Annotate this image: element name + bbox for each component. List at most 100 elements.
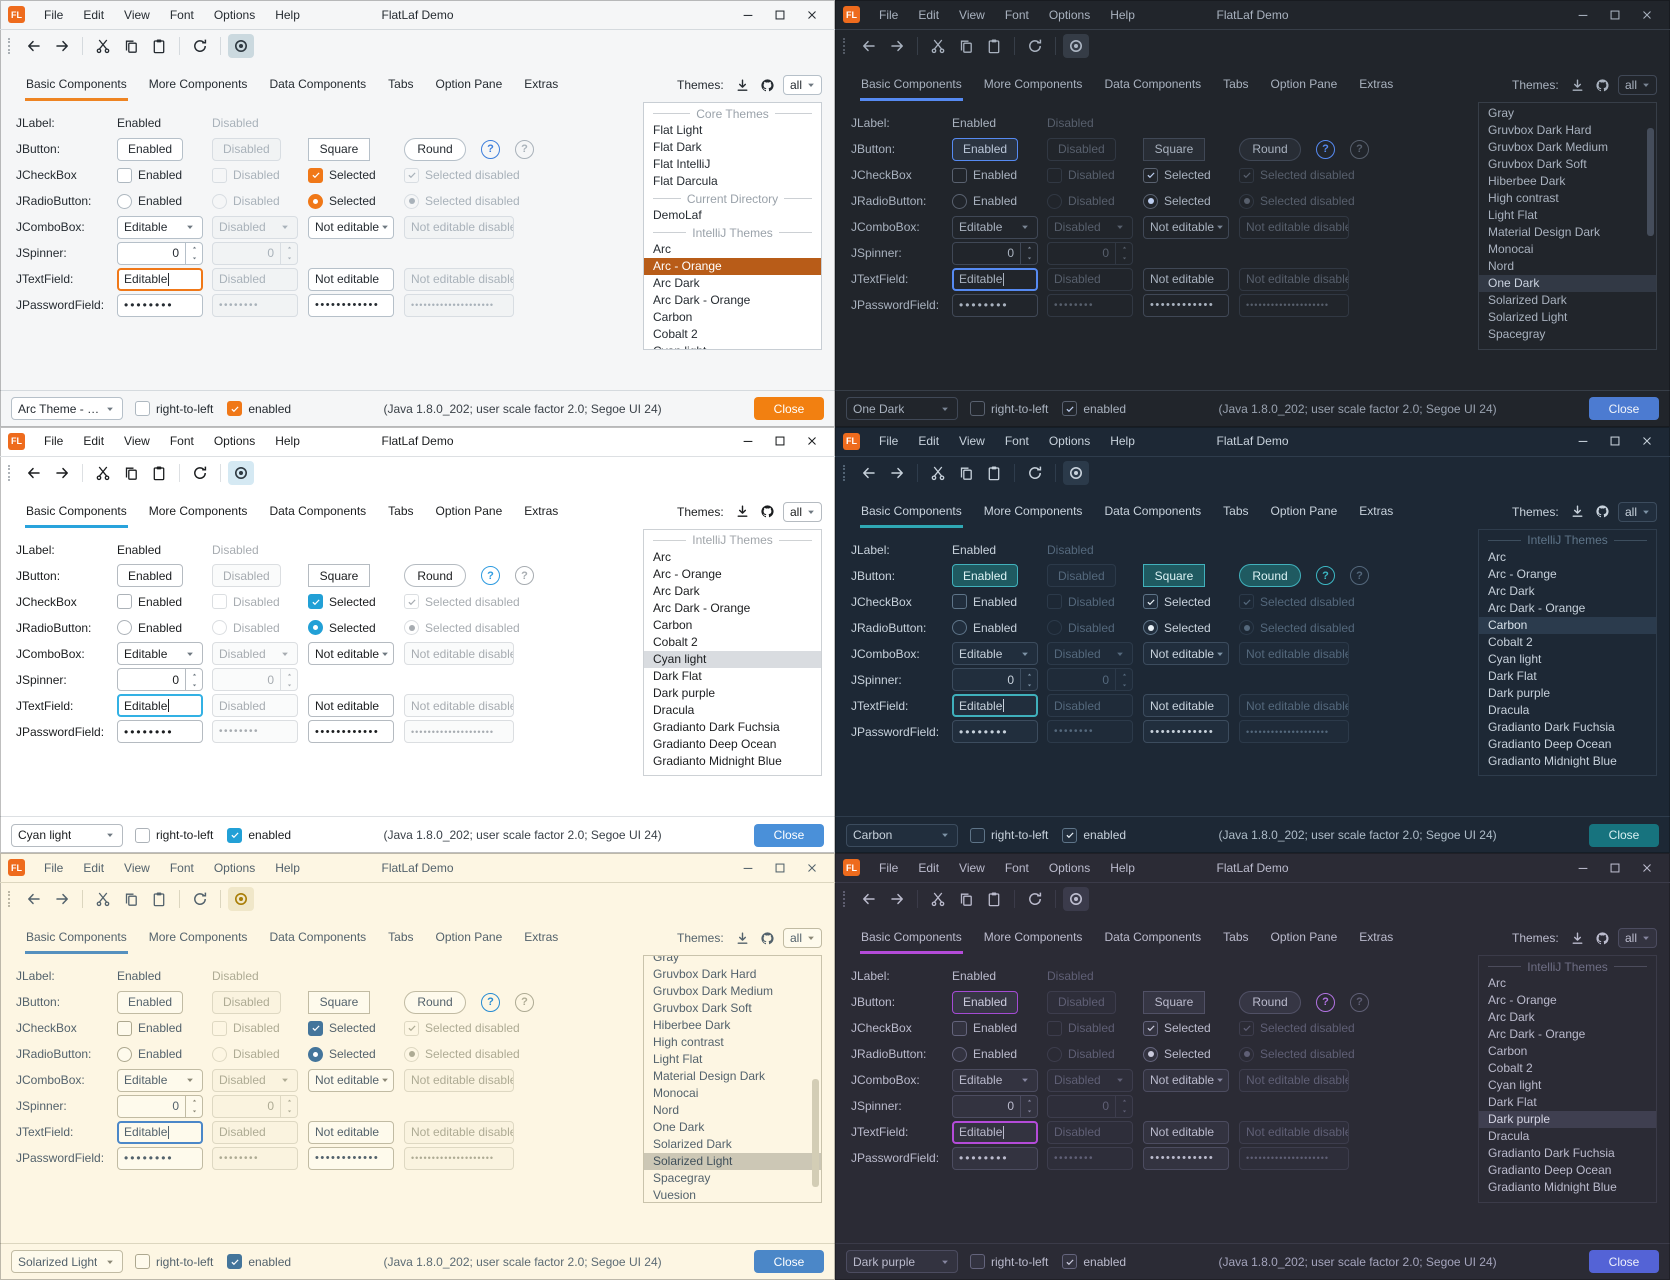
help-button[interactable]: ? xyxy=(1316,566,1335,586)
theme-list-item-cyan-light[interactable]: Cyan light xyxy=(644,650,821,668)
menu-font[interactable]: Font xyxy=(1004,7,1029,22)
jbutton-disabled-button[interactable]: Disabled xyxy=(212,990,281,1014)
menu-edit[interactable]: Edit xyxy=(83,7,105,22)
jspinner-0-spinner[interactable]: 0 xyxy=(1047,1094,1133,1118)
jradiobutton-disabled-radio[interactable]: Disabled xyxy=(1047,620,1115,636)
jcombobox-editable-combo[interactable]: Editable xyxy=(117,642,203,666)
jpasswordfield-field-2[interactable]: •••••••• xyxy=(1047,720,1133,744)
toolbar-refresh-button[interactable] xyxy=(1022,34,1048,58)
toolbar-copy-button[interactable] xyxy=(953,34,979,58)
jbutton-enabled-button[interactable]: Enabled xyxy=(952,990,1019,1014)
menu-help[interactable]: Help xyxy=(1110,7,1135,22)
jtextfield-not-editable-disabled-text[interactable]: Not editable disabled xyxy=(404,694,514,718)
jradiobutton-selected-disabled-radio[interactable]: Selected disabled xyxy=(1239,193,1355,209)
theme-list-item-cyan-light[interactable]: Cyan light xyxy=(1488,651,1542,666)
theme-list-item-gradianto-midnight-blue[interactable]: Gradianto Midnight Blue xyxy=(653,753,782,768)
tab-option-pane[interactable]: Option Pane xyxy=(435,503,503,518)
jcombobox-not-editable-disabled-combo[interactable]: Not editable disabled xyxy=(404,642,514,666)
theme-list-item-dark-flat[interactable]: Dark Flat xyxy=(653,668,702,683)
jcheckbox-disabled-checkbox[interactable]: Disabled xyxy=(1047,167,1115,183)
toolbar-paste-button[interactable] xyxy=(981,34,1007,58)
theme-list-item-light-flat[interactable]: Light Flat xyxy=(653,1052,703,1067)
jtextfield-not-editable-text[interactable]: Not editable xyxy=(1143,267,1229,291)
toolbar-refresh-button[interactable] xyxy=(187,34,213,58)
theme-list-item-gruvbox-dark-hard[interactable]: Gruvbox Dark Hard xyxy=(653,967,757,982)
jpasswordfield-field-4[interactable]: •••••••••••••••••••• xyxy=(1239,1146,1349,1170)
jradiobutton-selected-radio[interactable]: Selected xyxy=(308,1046,376,1062)
menu-edit[interactable]: Edit xyxy=(83,434,105,449)
theme-combo[interactable]: Carbon xyxy=(846,823,958,847)
spinner-buttons[interactable] xyxy=(280,1095,297,1117)
theme-list-item-gradianto-midnight-blue[interactable]: Gradianto Midnight Blue xyxy=(1488,1180,1617,1195)
tab-more-components[interactable]: More Components xyxy=(148,930,248,945)
toolbar-forward-button[interactable] xyxy=(884,34,910,58)
menu-font[interactable]: Font xyxy=(1004,434,1029,449)
jbutton-disabled-button[interactable]: Disabled xyxy=(1047,564,1116,588)
jradiobutton-enabled-radio[interactable]: Enabled xyxy=(952,193,1017,209)
maximize-button[interactable] xyxy=(765,857,795,879)
close-button[interactable]: Close xyxy=(754,1250,824,1274)
menu-options[interactable]: Options xyxy=(213,434,256,449)
tab-data-components[interactable]: Data Components xyxy=(1104,503,1202,518)
jcombobox-not-editable-combo[interactable]: Not editable xyxy=(1143,1068,1229,1092)
jbutton-enabled-button[interactable]: Enabled xyxy=(117,137,184,161)
spinner-buttons[interactable] xyxy=(185,242,202,264)
theme-list-item-dracula[interactable]: Dracula xyxy=(1488,702,1530,717)
jspinner-0-spinner[interactable]: 0 xyxy=(952,241,1038,265)
theme-list-item-arc-orange[interactable]: Arc - Orange xyxy=(644,258,821,275)
jradiobutton-selected-disabled-radio[interactable]: Selected disabled xyxy=(404,1046,520,1062)
jcheckbox-disabled-checkbox[interactable]: Disabled xyxy=(212,594,280,610)
toolbar-back-button[interactable] xyxy=(856,34,882,58)
toolbar-paste-button[interactable] xyxy=(981,461,1007,485)
jtextfield-not-editable-text[interactable]: Not editable xyxy=(308,694,394,718)
theme-list-item-solarized-light[interactable]: Solarized Light xyxy=(1488,310,1568,324)
tab-option-pane[interactable]: Option Pane xyxy=(1270,77,1338,91)
close-window-button[interactable] xyxy=(1632,4,1662,26)
theme-list-item-dracula[interactable]: Dracula xyxy=(653,702,695,717)
spinner-buttons[interactable] xyxy=(1020,242,1037,264)
jcombobox-not-editable-disabled-combo[interactable]: Not editable disabled xyxy=(1239,215,1349,239)
jradiobutton-disabled-radio[interactable]: Disabled xyxy=(212,1046,280,1062)
theme-list-item-nord[interactable]: Nord xyxy=(1488,259,1515,273)
theme-list-item-carbon[interactable]: Carbon xyxy=(653,310,693,324)
jtextfield-not-editable-disabled-text[interactable]: Not editable disabled xyxy=(1239,267,1349,291)
jcheckbox-selected-checkbox[interactable]: Selected xyxy=(1143,167,1211,183)
toolbar-paste-button[interactable] xyxy=(146,887,172,911)
menu-font[interactable]: Font xyxy=(1004,860,1029,875)
maximize-button[interactable] xyxy=(765,430,795,452)
jcheckbox-enabled-checkbox[interactable]: Enabled xyxy=(952,1020,1017,1036)
jbutton-round-button[interactable]: Round xyxy=(1239,137,1301,161)
jbutton-square-button[interactable]: Square xyxy=(308,137,370,161)
toolbar-cut-button[interactable] xyxy=(90,461,116,485)
jradiobutton-selected-radio[interactable]: Selected xyxy=(1143,620,1211,636)
jpasswordfield-field-4[interactable]: •••••••••••••••••••• xyxy=(1239,293,1349,317)
theme-list-item-cyan-light[interactable]: Cyan light xyxy=(644,343,821,349)
menu-help[interactable]: Help xyxy=(1110,860,1135,875)
theme-list-item-flat-light[interactable]: Flat Light xyxy=(653,123,703,137)
toolbar-forward-button[interactable] xyxy=(49,887,75,911)
jbutton-round-button[interactable]: Round xyxy=(1239,990,1301,1014)
theme-list-item-dark-purple[interactable]: Dark purple xyxy=(653,685,716,700)
theme-list-item-flat-darcula[interactable]: Flat Darcula xyxy=(653,174,718,188)
jcheckbox-selected-checkbox[interactable]: Selected xyxy=(1143,594,1211,610)
toolbar-paste-button[interactable] xyxy=(146,461,172,485)
github-button[interactable] xyxy=(1595,931,1610,946)
theme-list-item-gray[interactable]: Gray xyxy=(653,955,680,965)
theme-list-item-material-design-dark[interactable]: Material Design Dark xyxy=(653,1069,766,1084)
theme-list-item-gradianto-dark-fuchsia[interactable]: Gradianto Dark Fuchsia xyxy=(653,719,780,734)
tab-option-pane[interactable]: Option Pane xyxy=(1270,503,1338,518)
maximize-button[interactable] xyxy=(1600,857,1630,879)
jcombobox-not-editable-combo[interactable]: Not editable xyxy=(308,642,394,666)
jcombobox-disabled-combo[interactable]: Disabled xyxy=(212,642,298,666)
jtextfield-not-editable-disabled-text[interactable]: Not editable disabled xyxy=(1239,694,1349,718)
theme-list-item-arc[interactable]: Arc xyxy=(653,242,671,256)
toolbar-forward-button[interactable] xyxy=(49,461,75,485)
spinner-buttons[interactable] xyxy=(1115,1095,1132,1117)
minimize-button[interactable] xyxy=(1568,857,1598,879)
theme-combo[interactable]: Cyan light xyxy=(11,823,123,847)
jtextfield-editable-text[interactable]: Editable xyxy=(952,1120,1038,1144)
menu-file[interactable]: File xyxy=(44,434,64,449)
toolbar-cut-button[interactable] xyxy=(90,887,116,911)
tab-data-components[interactable]: Data Components xyxy=(1104,77,1202,91)
right-to-left-checkbox[interactable]: right-to-left xyxy=(970,1254,1048,1270)
